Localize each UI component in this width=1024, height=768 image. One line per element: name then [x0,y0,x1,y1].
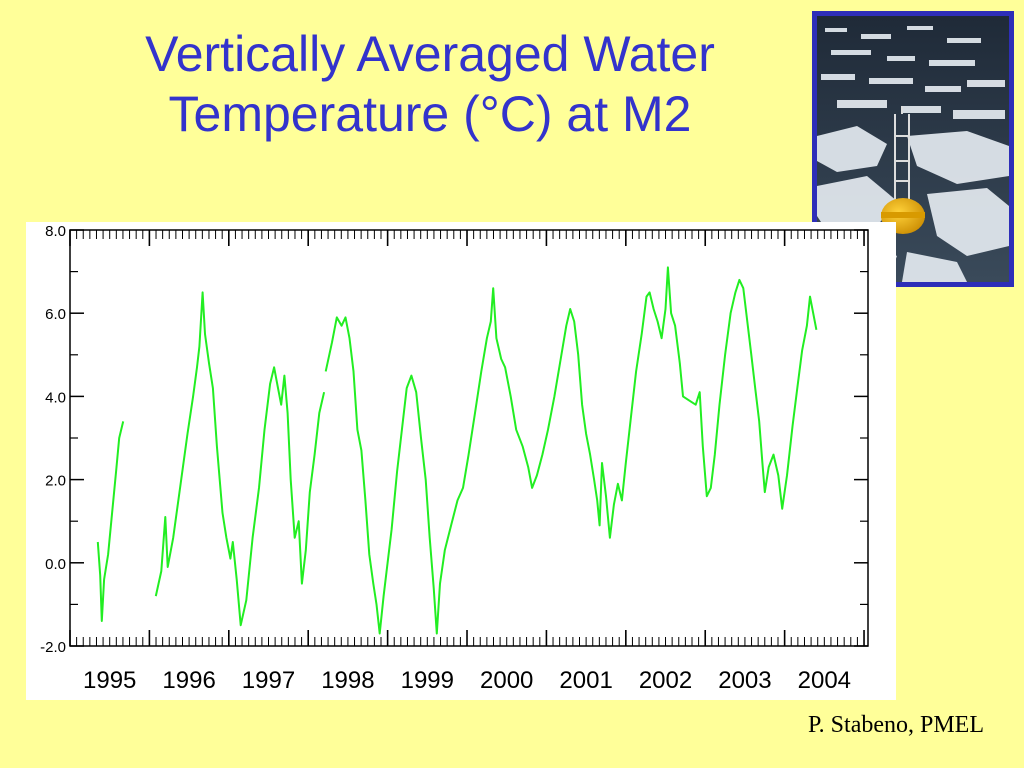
y-tick-label: 8.0 [45,223,66,240]
y-tick-label: 6.0 [45,306,66,323]
series-line-segment-2 [154,291,326,627]
x-tick-label: 2001 [559,667,612,694]
y-tick-label: 0.0 [45,556,66,573]
y-tick-label: 4.0 [45,389,66,406]
x-tick-label: 2003 [718,667,771,694]
x-tick-label: 2002 [639,667,692,694]
title-line-1: Vertically Averaged Water [145,26,715,82]
x-tick-label: 2000 [480,667,533,694]
x-tick-label: 1996 [162,667,215,694]
x-tick-label: 1995 [83,667,136,694]
x-tick-label: 1999 [401,667,454,694]
y-tick-label: 2.0 [45,473,66,490]
chart-title: Vertically Averaged Water Temperature (°… [60,24,800,144]
x-tick-label: 1998 [321,667,374,694]
y-tick-label: -2.0 [40,639,66,656]
series-line-segment-1 [96,421,125,622]
x-tick-label: 1997 [242,667,295,694]
series-line-segment-3 [324,266,818,635]
temperature-time-series-chart: 8.0 6.0 4.0 2.0 0.0 -2.0 1995 1996 1997 1998 1999… [40,223,869,694]
title-line-2: Temperature (°C) at M2 [168,86,692,142]
credit-text: P. Stabeno, PMEL [807,712,984,738]
plot-frame [69,229,869,647]
chart-panel: 8.0 6.0 4.0 2.0 0.0 -2.0 1995 1996 1997 1998 1999… [26,222,896,700]
x-tick-label: 2004 [798,667,851,694]
